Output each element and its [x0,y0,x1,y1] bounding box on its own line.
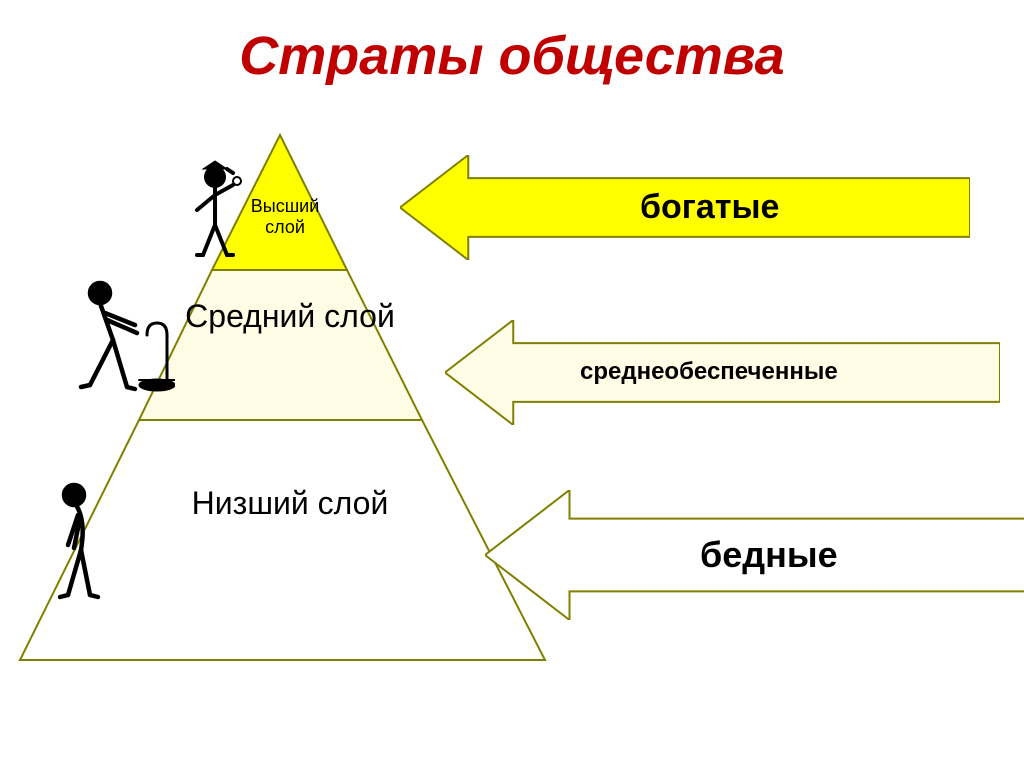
worker-figure-icon [65,275,175,405]
pyramid-layer-bottom-label: Низший слой [150,485,430,522]
slouched-figure-icon [46,470,111,605]
scholar-figure-icon [185,155,245,265]
pyramid-layer-top-label: Высший слой [245,196,325,238]
arrow-middle-label: среднеобеспеченные [580,358,838,386]
page-title: Страты общества [0,0,1024,87]
pyramid-layer-middle-label: Средний слой [185,298,395,335]
arrow-poor-label: бедные [700,534,838,576]
arrow-rich-label: богатые [640,188,779,227]
